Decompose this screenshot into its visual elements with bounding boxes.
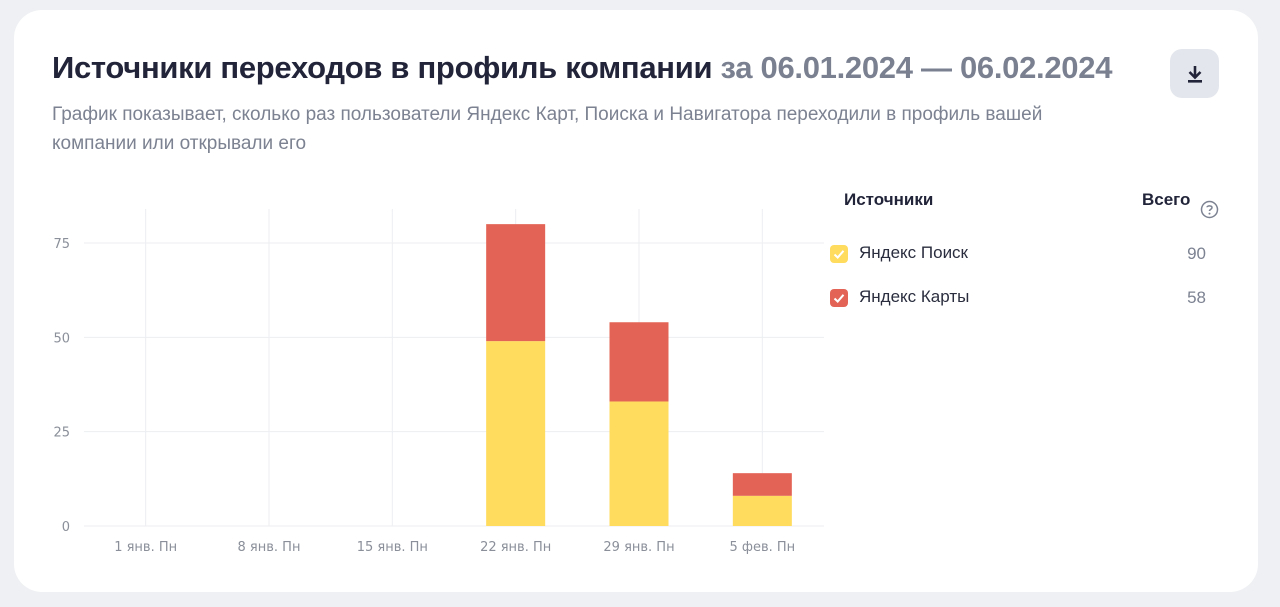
legend-item-search[interactable]: Яндекс Поиск 90 <box>830 243 1206 267</box>
question-circle-icon[interactable] <box>1200 200 1219 219</box>
bar-chart: 0 25 50 75 1 янв. Пн 8 янв. Пн 15 янв. Пн 22 я… <box>53 209 824 555</box>
x-tick-label: 8 янв. Пн <box>238 540 301 555</box>
legend-header-total: Всего <box>1142 190 1191 209</box>
bar-segment[interactable] <box>486 341 546 526</box>
title-period: за 06.01.2024 — 06.02.2024 <box>720 50 1113 85</box>
y-tick-label: 25 <box>53 426 70 441</box>
title-main: Источники переходов в профиль компании <box>52 50 713 85</box>
download-button[interactable] <box>1170 49 1219 98</box>
bar-segment[interactable] <box>732 495 792 526</box>
bar-segment[interactable] <box>486 224 546 342</box>
x-axis: 1 янв. Пн 8 янв. Пн 15 янв. Пн 22 янв. Пн 29… <box>114 540 795 555</box>
download-icon <box>1187 65 1202 83</box>
checkmark-icon <box>833 294 845 303</box>
y-tick-label: 50 <box>53 331 70 346</box>
legend-checkbox-maps[interactable] <box>830 289 848 307</box>
x-tick-label: 22 янв. Пн <box>480 540 551 555</box>
y-tick-label: 75 <box>53 237 70 252</box>
bar-segment[interactable] <box>609 401 669 526</box>
x-tick-label: 15 янв. Пн <box>357 540 428 555</box>
bars <box>486 224 792 526</box>
y-tick-label: 0 <box>62 520 70 535</box>
x-tick-label: 29 янв. Пн <box>603 540 674 555</box>
x-tick-label: 1 янв. Пн <box>114 540 177 555</box>
bar-segment[interactable] <box>732 473 792 496</box>
legend-total-maps: 58 <box>1187 288 1206 307</box>
page-title: Источники переходов в профиль компании з… <box>52 50 1112 86</box>
legend-item-maps[interactable]: Яндекс Карты 58 <box>830 287 1206 311</box>
x-tick-label: 5 фев. Пн <box>729 540 795 555</box>
legend-checkbox-search[interactable] <box>830 245 848 263</box>
legend-label-search: Яндекс Поиск <box>859 243 968 262</box>
checkmark-icon <box>833 250 845 259</box>
chart-grid <box>84 209 824 527</box>
bar-segment[interactable] <box>609 322 669 402</box>
y-axis: 0 25 50 75 <box>53 237 70 535</box>
legend-header-sources: Источники <box>844 190 934 209</box>
legend-total-search: 90 <box>1187 244 1206 263</box>
page-subtitle: График показывает, сколько раз пользоват… <box>52 104 1043 154</box>
legend-label-maps: Яндекс Карты <box>859 287 970 306</box>
